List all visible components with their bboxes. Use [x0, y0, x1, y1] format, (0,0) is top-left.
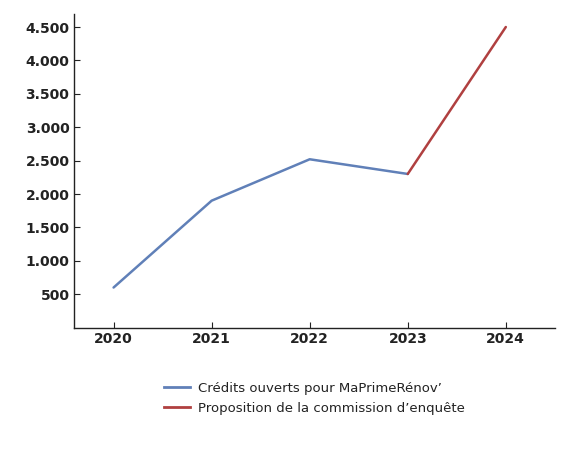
Legend: Crédits ouverts pour MaPrimeRénov’, Proposition de la commission d’enquête: Crédits ouverts pour MaPrimeRénov’, Prop… [164, 382, 465, 415]
